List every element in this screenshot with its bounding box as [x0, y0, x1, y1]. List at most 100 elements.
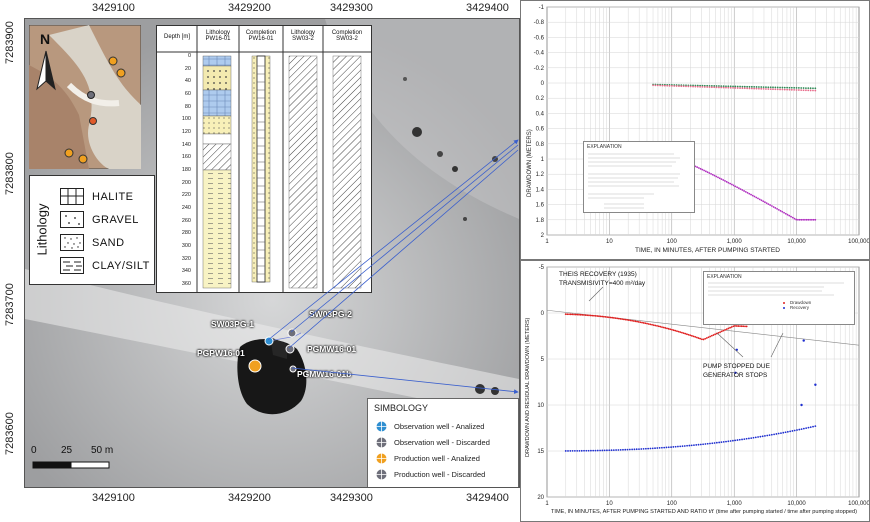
drawdown-point — [617, 317, 620, 320]
series-point-green — [703, 84, 706, 87]
well-sw03pg2-marker[interactable] — [287, 328, 297, 338]
y-tick-label: -0.6 — [534, 35, 545, 41]
x-tick-label: 10 — [606, 501, 613, 507]
recovery-point — [745, 437, 748, 440]
drawdown-point — [671, 328, 673, 331]
well-pgmw1601-marker[interactable] — [285, 344, 295, 354]
series-point-pink — [805, 89, 807, 92]
series-point-purple — [715, 175, 718, 178]
drawdown-point — [571, 313, 574, 316]
recovery-point — [660, 446, 663, 449]
simbology-item: Production well - Discarded — [376, 469, 485, 480]
series-point-purple — [720, 178, 723, 181]
series-point-pink — [699, 85, 702, 88]
series-point-purple — [713, 174, 716, 177]
drawdown-point — [732, 325, 735, 328]
recovery-point — [791, 430, 794, 432]
north-arrow-icon — [36, 50, 56, 91]
y-tick-label: 15 — [537, 449, 544, 455]
drawdown-point — [727, 327, 730, 330]
recovery-point — [651, 447, 654, 450]
drawdown-point — [598, 315, 600, 318]
legend-label: SAND — [92, 236, 125, 249]
series-point-green — [706, 84, 709, 87]
log-header-depth: Depth [m] — [163, 34, 190, 40]
drawdown-point — [584, 314, 587, 317]
series-point-pink — [713, 86, 716, 89]
recovery-point — [777, 432, 780, 435]
well-pgmw1601b-marker[interactable] — [289, 365, 297, 373]
well-pgpw1601-marker[interactable] — [248, 359, 262, 373]
drawdown-point — [626, 318, 629, 321]
series-point-purple — [781, 210, 784, 213]
series-point-green — [797, 87, 800, 89]
drawdown-point — [674, 329, 677, 332]
series-point-purple — [784, 212, 787, 215]
simbology-item: Observation well - Analized — [376, 421, 484, 432]
x-tick-label: 1 — [545, 239, 549, 245]
series-point-green — [708, 84, 711, 87]
clay-silt-pattern-icon — [60, 257, 84, 274]
series-point-green — [790, 86, 793, 89]
series-point-pink — [666, 84, 669, 87]
drawdown-point — [614, 317, 617, 320]
y-tick-label: 20 — [537, 495, 544, 501]
series-point-purple — [717, 176, 719, 179]
drawdown-point — [707, 336, 710, 339]
recovery-point — [800, 428, 803, 431]
x-tick-label: 1,000 — [727, 501, 743, 507]
y-tick-label: 1.4 — [536, 187, 545, 193]
series-point-purple — [736, 186, 739, 189]
series-point-green — [727, 85, 730, 88]
y-tick-label: -0.4 — [534, 51, 545, 57]
drawdown-point — [588, 314, 590, 317]
recovery-point — [786, 430, 789, 433]
recovery-point — [796, 429, 798, 431]
x-tick-label: 10 — [606, 239, 613, 245]
depth-label: 120 — [181, 129, 191, 135]
recovery-point — [674, 445, 677, 448]
recovery-point — [704, 443, 707, 445]
series-point-pink — [715, 86, 718, 89]
annotation-pump-stopped-1: PUMP STOPPED DUE — [703, 363, 770, 370]
recovery-point — [725, 440, 727, 443]
series-point-green — [807, 87, 810, 90]
depth-label: 100 — [181, 116, 191, 123]
drawdown-point — [729, 326, 731, 329]
scale-label-50: 50 m — [91, 445, 114, 456]
drawdown-point — [740, 325, 743, 328]
series-point-green — [772, 86, 774, 89]
drawdown-point — [730, 326, 733, 328]
series-point-pink — [661, 84, 664, 87]
bottom-explanation-box: EXPLANATION Drawdown Recovery — [703, 271, 855, 325]
aerial-map[interactable]: N Lithology HALITE GRAVEL SAND CLAY/SILT — [24, 18, 520, 488]
recovery-point — [805, 427, 808, 430]
top-y-axis-label: DRAWDOWN (METERS) — [527, 129, 533, 197]
scale-bar-graphic — [32, 461, 110, 469]
recovery-point — [775, 433, 778, 435]
drawdown-point — [642, 322, 645, 324]
series-point-green — [743, 85, 746, 88]
recovery-point — [644, 447, 647, 450]
recovery-point — [681, 445, 684, 448]
series-point-green — [741, 85, 744, 88]
drawdown-point — [564, 313, 567, 316]
series-point-pink — [762, 88, 765, 90]
series-point-pink — [814, 89, 817, 92]
series-point-pink — [757, 87, 760, 90]
series-point-green — [732, 85, 734, 88]
drawdown-point — [629, 319, 632, 322]
series-point-purple — [809, 218, 812, 221]
recovery-point — [624, 448, 627, 451]
drawdown-point — [606, 316, 609, 318]
drawdown-point — [611, 316, 614, 319]
y-tick-label: -5 — [539, 265, 545, 271]
series-point-pink — [779, 88, 781, 91]
series-point-pink — [753, 87, 756, 90]
series-point-purple — [708, 172, 711, 174]
series-point-pink — [729, 86, 732, 89]
observation-well-analized-icon — [376, 421, 387, 432]
recovery-point — [599, 449, 601, 452]
well-sw03pg1-marker[interactable] — [264, 336, 274, 346]
depth-label: 240 — [181, 205, 191, 211]
